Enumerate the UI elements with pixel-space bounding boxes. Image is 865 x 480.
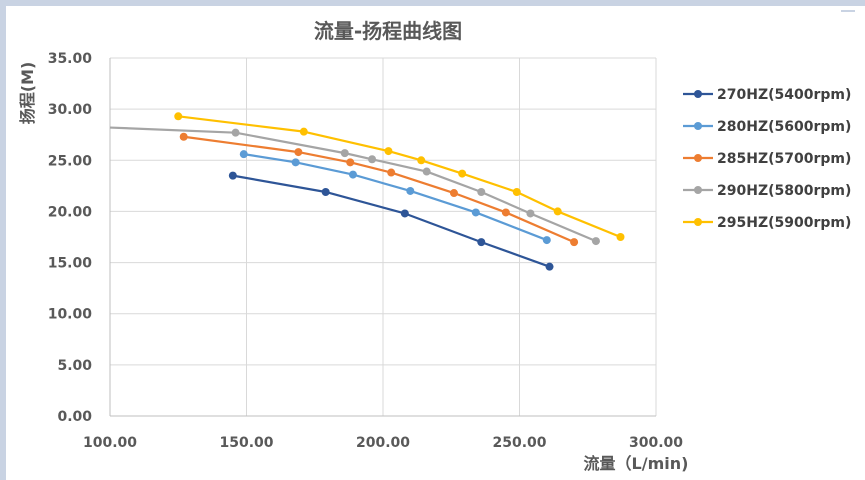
data-point <box>570 238 579 247</box>
y-tick-label: 25.00 <box>48 153 93 169</box>
data-point <box>477 187 486 196</box>
data-point <box>501 208 510 217</box>
y-axis-title: 扬程(M) <box>18 62 37 125</box>
data-point <box>384 147 393 156</box>
axes <box>109 58 656 417</box>
legend-entry-0: 270HZ(5400rpm) <box>683 87 851 103</box>
data-point <box>340 149 349 158</box>
series-3 <box>109 126 600 246</box>
data-point <box>422 167 431 176</box>
y-tick-label: 20.00 <box>48 204 93 220</box>
data-point <box>368 155 377 164</box>
data-point <box>321 187 330 196</box>
series-4 <box>174 112 625 241</box>
legend-swatch-marker <box>694 122 702 130</box>
series-line <box>232 174 550 268</box>
series-line <box>109 126 597 243</box>
y-tick-label: 30.00 <box>48 102 93 118</box>
series-0 <box>228 171 554 271</box>
x-tick-label: 200.00 <box>356 435 410 451</box>
x-tick-label: 150.00 <box>219 435 273 451</box>
data-point <box>458 169 467 178</box>
legend-label: 290HZ(5800rpm) <box>717 183 851 199</box>
data-point <box>174 112 183 121</box>
data-point <box>471 208 480 217</box>
series-line <box>178 115 621 239</box>
data-point <box>449 189 458 198</box>
y-tick-label: 0.00 <box>57 409 92 425</box>
data-point <box>616 233 625 241</box>
data-point <box>231 128 240 137</box>
data-point <box>400 209 409 218</box>
data-point <box>294 148 303 157</box>
data-point <box>346 158 355 167</box>
data-point <box>477 238 486 247</box>
data-point <box>512 187 521 196</box>
legend-label: 280HZ(5600rpm) <box>717 119 851 135</box>
y-tick-label: 15.00 <box>48 256 93 272</box>
y-tick-label: 10.00 <box>48 307 93 323</box>
data-point <box>406 186 415 195</box>
series-2 <box>179 132 579 247</box>
data-point <box>299 127 308 136</box>
data-point <box>348 170 357 179</box>
legend-label: 295HZ(5900rpm) <box>717 215 851 231</box>
x-axis-title: 流量（L/min) <box>584 454 689 473</box>
legend-swatch-marker <box>694 90 702 98</box>
series-group <box>109 112 625 271</box>
series-1 <box>239 150 551 245</box>
x-tick-label: 250.00 <box>492 435 546 451</box>
data-point <box>545 262 554 271</box>
data-point <box>526 209 535 218</box>
y-tick-label: 35.00 <box>48 51 93 67</box>
y-tick-labels: 0.00 5.00 10.00 15.00 20.00 25.00 30.00 35.00 <box>48 51 93 425</box>
x-tick-label: 300.00 <box>629 435 683 451</box>
data-point <box>387 168 396 177</box>
legend-entry-4: 295HZ(5900rpm) <box>683 215 851 231</box>
grid-lines <box>110 57 657 416</box>
legend-entry-1: 280HZ(5600rpm) <box>683 119 851 135</box>
y-tick-label: 5.00 <box>57 358 92 374</box>
data-point <box>179 132 188 141</box>
legend-swatch-marker <box>694 154 702 162</box>
data-point <box>591 237 600 246</box>
data-point <box>553 207 562 216</box>
data-point <box>542 236 551 245</box>
legend-label: 270HZ(5400rpm) <box>717 87 851 103</box>
legend-swatch-marker <box>694 218 702 226</box>
legend-entry-3: 290HZ(5800rpm) <box>683 183 851 199</box>
data-point <box>228 171 237 180</box>
legend: 270HZ(5400rpm) 280HZ(5600rpm) 285HZ(5700rp… <box>683 87 851 231</box>
legend-swatch-marker <box>694 186 702 194</box>
chart-title: 流量-扬程曲线图 <box>314 19 462 43</box>
data-point <box>239 150 248 159</box>
series-line <box>243 153 548 242</box>
data-point <box>291 158 300 167</box>
legend-entry-2: 285HZ(5700rpm) <box>683 151 851 167</box>
x-tick-labels: 100.00 150.00 200.00 250.00 300.00 <box>83 435 683 451</box>
data-point <box>417 156 426 165</box>
x-tick-label: 100.00 <box>83 435 137 451</box>
legend-label: 285HZ(5700rpm) <box>717 151 851 167</box>
corner-mark <box>841 10 855 12</box>
